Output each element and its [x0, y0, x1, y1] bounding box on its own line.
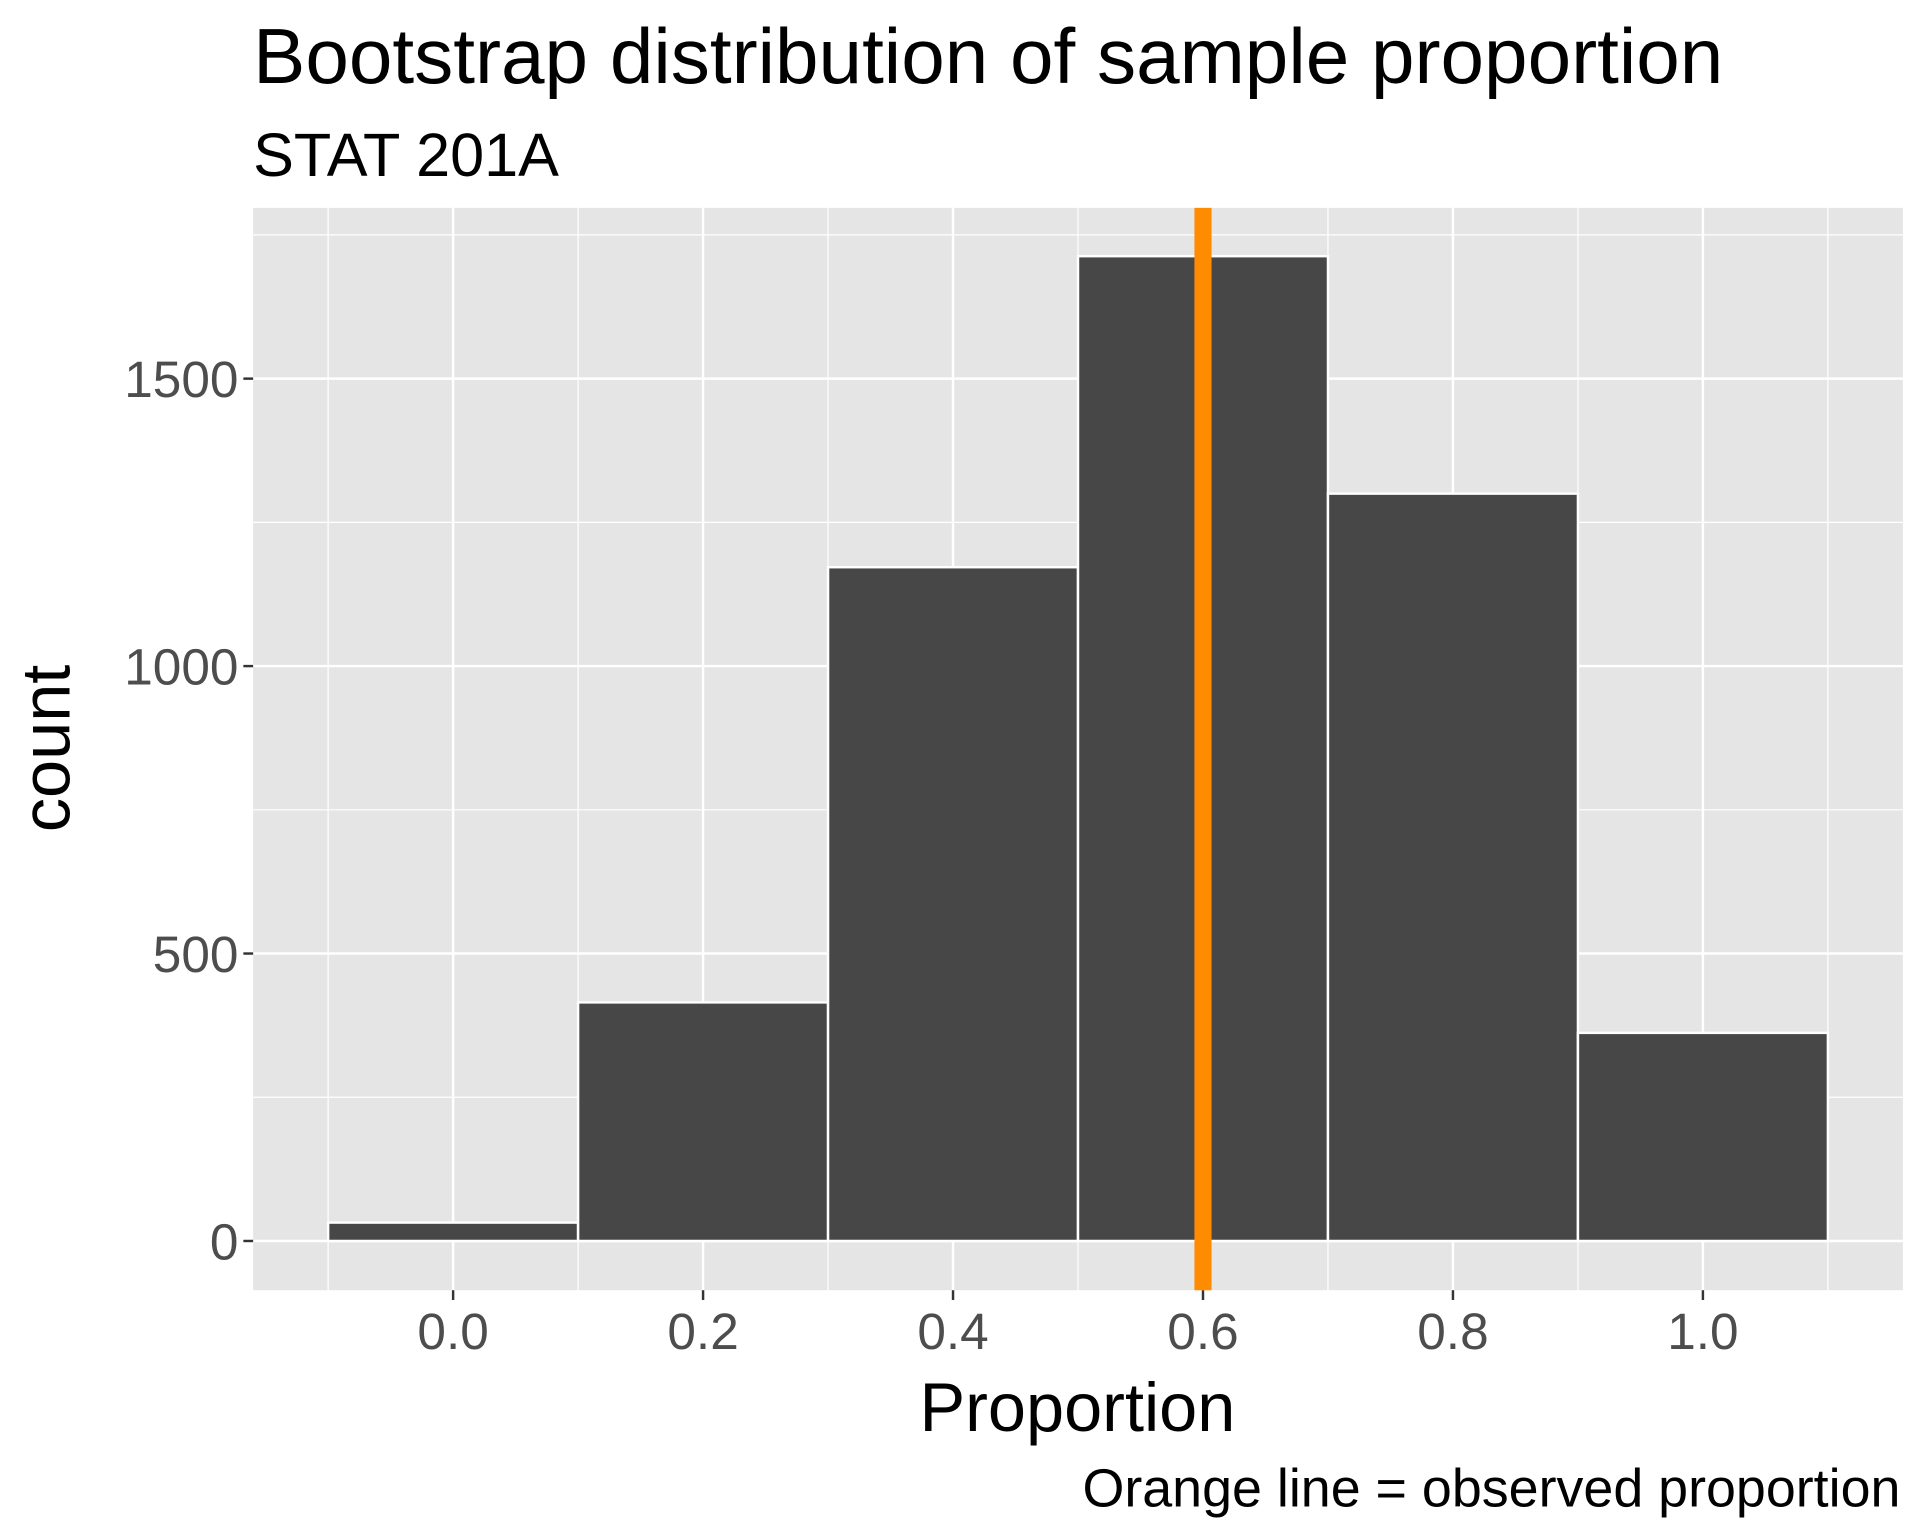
y-tick-label: 1000 — [124, 638, 238, 695]
caption: Orange line = observed proportion — [1082, 1459, 1900, 1519]
x-tick-label: 0.0 — [417, 1303, 488, 1360]
y-tick-label: 1500 — [124, 351, 238, 408]
y-tick-label: 500 — [153, 926, 239, 983]
bar — [326, 1221, 580, 1243]
bar — [576, 1001, 830, 1243]
bar — [1326, 492, 1580, 1243]
chart-subtitle: STAT 201A — [253, 121, 559, 189]
x-tick-label: 0.2 — [667, 1303, 738, 1360]
x-tick-label: 0.8 — [1417, 1303, 1488, 1360]
y-axis-title: count — [8, 665, 85, 833]
y-tick-label: 0 — [210, 1213, 239, 1270]
x-tick-label: 1.0 — [1667, 1303, 1738, 1360]
chart-title: Bootstrap distribution of sample proport… — [253, 12, 1723, 100]
x-axis-title: Proportion — [919, 1369, 1235, 1446]
x-tick-label: 0.4 — [917, 1303, 988, 1360]
bar — [1576, 1031, 1830, 1243]
bar — [826, 565, 1080, 1243]
x-tick-label: 0.6 — [1167, 1303, 1238, 1360]
